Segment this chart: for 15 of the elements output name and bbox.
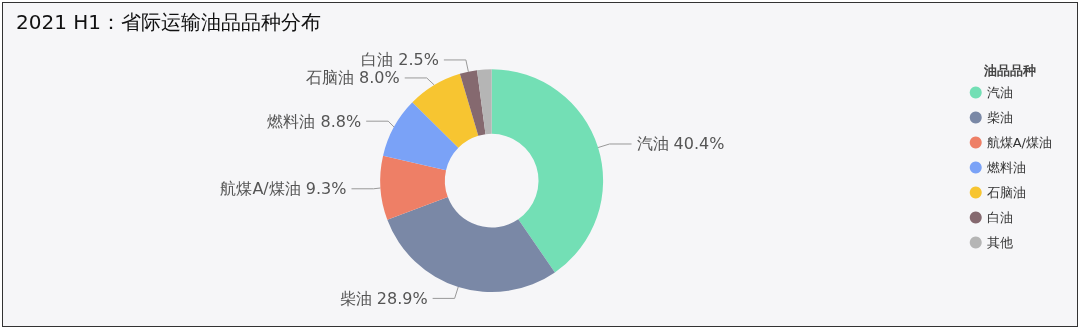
category-label: 白油 2.5% bbox=[361, 50, 439, 70]
legend-label: 汽油 bbox=[986, 85, 1013, 100]
legend-label: 航煤A/煤油 bbox=[986, 135, 1053, 150]
legend-label: 燃料油 bbox=[986, 160, 1026, 175]
category-label: 汽油 40.4% bbox=[636, 134, 725, 154]
category-label: 航煤A/煤油 9.3% bbox=[220, 179, 347, 199]
legend-label: 白油 bbox=[986, 210, 1013, 225]
text: 2021 H1：省际运输油品品种分布 bbox=[16, 10, 322, 34]
legend-label: 石脑油 bbox=[986, 185, 1026, 200]
category-label: 燃料油 8.8% bbox=[267, 111, 362, 131]
legend-label: 其他 bbox=[986, 235, 1013, 250]
category-label: 柴油 28.9% bbox=[339, 288, 428, 308]
category-label: 石脑油 8.0% bbox=[306, 68, 400, 88]
legend-label: 柴油 bbox=[986, 110, 1013, 125]
legend-title: 油品品种 bbox=[983, 63, 1036, 78]
